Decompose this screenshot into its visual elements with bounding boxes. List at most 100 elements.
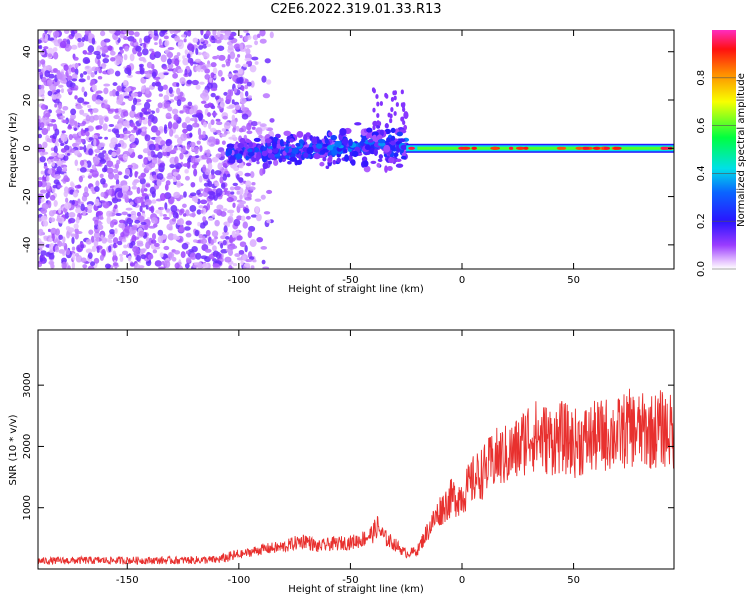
noise-speck: [233, 43, 241, 50]
noise-speck: [240, 215, 246, 222]
noise-speck: [60, 134, 68, 142]
noise-speck: [93, 157, 100, 165]
noise-speck: [93, 231, 100, 240]
noise-speck: [176, 82, 180, 87]
noise-speck: [160, 54, 167, 63]
noise-speck: [150, 205, 155, 214]
echo-speck: [375, 94, 379, 99]
noise-speck: [245, 180, 252, 188]
noise-speck: [74, 159, 79, 167]
echo-speck: [386, 137, 390, 143]
noise-speck: [160, 140, 166, 146]
noise-speck: [67, 265, 71, 269]
noise-speck: [86, 75, 91, 81]
noise-speck: [87, 265, 95, 269]
noise-speck: [53, 179, 60, 185]
echo-speck: [289, 138, 294, 143]
noise-speck: [143, 101, 151, 110]
noise-speck: [140, 131, 147, 136]
x-tick-label: 0: [459, 575, 465, 586]
y-tick-label: 2000: [22, 434, 33, 459]
echo-speck: [366, 127, 373, 133]
echo-speck: [402, 107, 406, 113]
noise-speck: [159, 192, 166, 201]
noise-speck: [220, 133, 227, 138]
noise-speck: [179, 77, 186, 85]
noise-speck: [178, 218, 185, 226]
noise-speck: [210, 119, 215, 126]
noise-speck: [47, 30, 53, 33]
noise-speck: [244, 90, 249, 97]
colorbar-tick-label: 0.6: [696, 118, 707, 134]
noise-speck: [198, 81, 205, 85]
echo-speck: [296, 131, 304, 138]
noise-speck: [40, 170, 45, 175]
noise-speck: [64, 202, 72, 210]
noise-speck: [74, 253, 80, 257]
noise-speck: [250, 265, 255, 269]
noise-speck: [123, 79, 128, 86]
noise-speck: [94, 186, 100, 192]
noise-speck: [243, 262, 251, 268]
echo-speck: [378, 154, 383, 160]
noise-speck: [197, 65, 201, 73]
noise-speck: [154, 42, 158, 46]
noise-speck: [71, 236, 75, 245]
noise-speck: [223, 187, 229, 191]
noise-speck: [100, 178, 106, 185]
noise-speck: [141, 107, 148, 113]
noise-speck: [220, 211, 227, 217]
noise-speck: [40, 122, 45, 129]
echo-speck: [388, 156, 395, 164]
echo-speck: [314, 147, 321, 153]
noise-speck: [241, 113, 249, 120]
noise-speck: [87, 45, 95, 53]
noise-speck: [39, 72, 43, 75]
noise-speck: [90, 72, 95, 78]
echo-speck: [284, 145, 290, 153]
noise-speck: [247, 95, 252, 99]
snr-panel: -150 -100 -50 0 50 1000 2000 3000 Height of st…: [8, 329, 675, 595]
noise-speck: [176, 52, 181, 57]
noise-speck: [70, 233, 76, 238]
noise-speck: [147, 151, 152, 156]
noise-speck: [265, 79, 272, 85]
noise-speck: [195, 47, 199, 55]
x-tick-label: -150: [116, 275, 139, 286]
noise-speck: [77, 42, 82, 48]
noise-speck: [124, 45, 130, 52]
noise-speck: [221, 63, 226, 68]
noise-speck: [207, 139, 212, 143]
noise-speck: [128, 30, 135, 36]
echo-speck: [400, 116, 404, 122]
y-tick-label: 0: [22, 145, 33, 151]
noise-speck: [193, 168, 198, 177]
noise-speck: [144, 73, 153, 78]
noise-speck: [201, 262, 209, 269]
noise-speck: [228, 104, 236, 108]
noise-speck: [259, 168, 264, 176]
noise-speck: [256, 161, 260, 165]
echo-speck: [390, 135, 396, 141]
noise-speck: [137, 154, 143, 160]
noise-speck: [138, 63, 144, 68]
noise-speck: [264, 126, 268, 130]
noise-speck: [100, 192, 105, 198]
noise-speck: [85, 130, 90, 137]
echo-speck: [348, 154, 353, 162]
noise-speck: [225, 248, 231, 252]
noise-speck: [165, 147, 172, 152]
noise-speck: [56, 217, 63, 222]
noise-speck: [97, 224, 104, 231]
echo-speck: [390, 97, 395, 102]
echo-speck: [237, 142, 244, 149]
noise-speck: [222, 239, 227, 246]
noise-speck: [86, 52, 93, 55]
noise-speck: [171, 218, 177, 222]
noise-speck: [42, 141, 48, 149]
noise-speck: [40, 104, 47, 110]
noise-speck: [211, 35, 215, 41]
noise-speck: [132, 180, 137, 187]
noise-speck: [84, 127, 89, 132]
noise-speck: [106, 210, 112, 218]
